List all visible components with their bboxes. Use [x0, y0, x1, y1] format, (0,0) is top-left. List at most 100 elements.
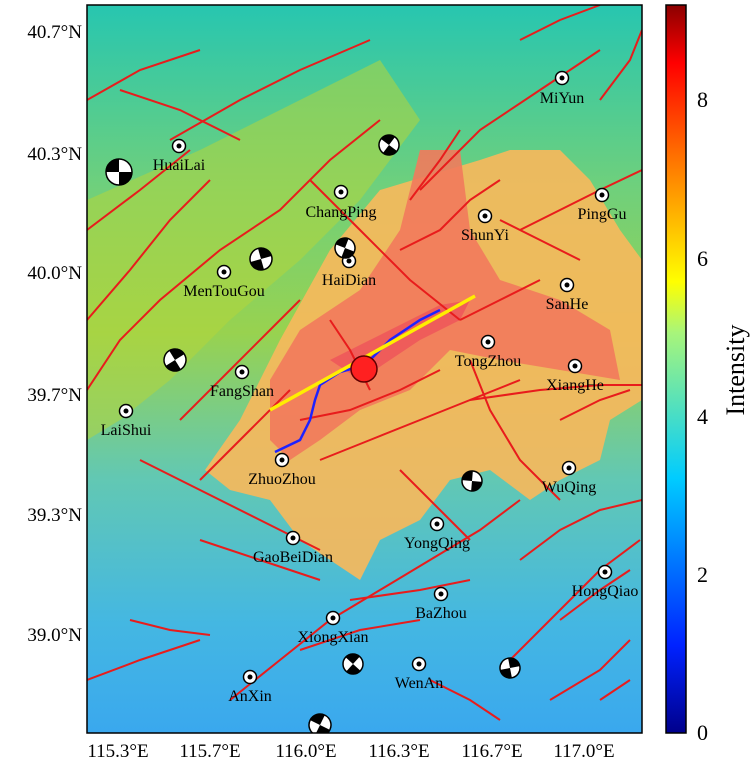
- lat-tick-label: 40.0°N: [27, 263, 82, 284]
- city-marker: SanHe: [546, 277, 588, 313]
- focal-mechanism-icon: [334, 237, 356, 259]
- fault-line: [319, 379, 521, 461]
- fault-line: [199, 539, 321, 581]
- epicenter-marker: [350, 355, 378, 383]
- focal-mechanism-icon: [342, 653, 364, 675]
- city-label: LaiShui: [101, 422, 152, 439]
- city-marker-dot: [572, 363, 578, 369]
- fault-line: [119, 89, 241, 141]
- colorbar-tick-label: 8: [697, 87, 708, 112]
- beachball-quadrant: [346, 664, 361, 674]
- fault-line: [199, 389, 291, 481]
- focal-mechanism-icon: [105, 158, 133, 186]
- colorbar: 0 2 4 6 8 Intensity: [665, 4, 750, 745]
- beachball-quadrant: [341, 248, 355, 258]
- fault-line: [519, 169, 642, 231]
- city-marker: TongZhou: [455, 334, 521, 370]
- city-label: FangShan: [210, 383, 274, 400]
- fault-line: [169, 39, 371, 141]
- fault-line: [519, 499, 642, 561]
- city-marker-dot: [330, 615, 336, 621]
- lon-tick-label: 117.0°E: [553, 741, 614, 762]
- city-marker: ZhuoZhou: [248, 452, 316, 488]
- beachball-quadrant: [119, 172, 132, 185]
- city-label: HongQiao: [572, 583, 639, 600]
- beachball-quadrant: [381, 135, 396, 145]
- city-marker: XiangHe: [546, 358, 604, 394]
- beachball-quadrant: [315, 725, 330, 733]
- lon-tick-label: 115.7°E: [179, 741, 240, 762]
- fault-line: [599, 29, 642, 101]
- fault-line: [399, 469, 471, 541]
- city-marker-dot: [290, 535, 296, 541]
- city-marker: WuQing: [542, 460, 596, 496]
- city-label: HaiDian: [322, 272, 376, 289]
- longitude-axis: 115.3°E 115.7°E 116.0°E 116.3°E 116.7°E …: [87, 741, 614, 762]
- city-marker-dot: [346, 258, 352, 264]
- beachball-quadrant: [106, 159, 119, 172]
- city-marker-dot: [564, 282, 570, 288]
- city-label: ShunYi: [461, 227, 510, 244]
- beachball-quadrant: [165, 360, 181, 371]
- fault-line: [509, 539, 641, 661]
- city-marker: AnXin: [228, 669, 272, 705]
- lat-tick-label: 39.0°N: [27, 625, 82, 646]
- city-marker: LaiShui: [101, 403, 152, 439]
- city-marker-dot: [602, 569, 608, 575]
- city-label: TongZhou: [455, 353, 521, 370]
- city-marker-dot: [438, 591, 444, 597]
- fault-line: [87, 49, 201, 101]
- focal-mechanisms: [105, 134, 521, 733]
- fault-line: [469, 359, 561, 501]
- fault-line: [469, 384, 642, 401]
- city-marker-dot: [485, 339, 491, 345]
- focal-mechanism-icon: [308, 713, 332, 733]
- city-marker: ChangPing: [305, 184, 377, 221]
- city-marker: YongQing: [404, 516, 470, 552]
- map-border: [86, 4, 643, 734]
- beachball-quadrant: [382, 145, 397, 155]
- city-label: MenTouGou: [183, 283, 265, 300]
- focal-mechanism-icon: [499, 657, 521, 679]
- beachball-quadrant: [250, 259, 265, 270]
- lon-tick-label: 116.7°E: [461, 741, 522, 762]
- city-label: XiangHe: [546, 377, 604, 394]
- rupture-line: [269, 294, 476, 412]
- beachball-quadrant: [462, 471, 473, 481]
- fault-line: [349, 579, 471, 601]
- city-marker: ShunYi: [461, 208, 510, 244]
- lat-tick-label: 40.7°N: [27, 22, 82, 43]
- beachball-quadrant: [471, 481, 482, 491]
- focal-mechanism-icon: [461, 470, 483, 492]
- fault-line: [499, 219, 581, 261]
- city-label: YongQing: [404, 535, 470, 552]
- city-marker: MiYun: [540, 70, 584, 107]
- latitude-axis: 40.7°N 40.3°N 40.0°N 39.7°N 39.3°N 39.0°…: [27, 22, 82, 646]
- beachball-quadrant: [310, 714, 325, 725]
- city-marker: PingGu: [578, 187, 626, 223]
- fault-line: [129, 619, 211, 636]
- city-marker: XiongXian: [297, 610, 369, 646]
- city-label: BaZhou: [415, 605, 467, 622]
- lon-tick-label: 116.0°E: [275, 741, 336, 762]
- city-marker-dot: [559, 75, 565, 81]
- fault-line: [299, 369, 441, 421]
- fault-line: [559, 389, 631, 421]
- fault-line: [87, 179, 211, 321]
- colorbar-tick-label: 2: [697, 562, 708, 587]
- beachball-quadrant: [335, 238, 349, 248]
- fault-line: [179, 299, 301, 421]
- city-marker-dot: [482, 213, 488, 219]
- city-marker: HuaiLai: [153, 138, 206, 174]
- beachball-quadrant: [508, 658, 520, 668]
- map-panel: MiYun HuaiLai ChangPing ShunYi PingGu MenTouG…: [87, 5, 642, 733]
- city-label: GaoBeiDian: [253, 549, 333, 566]
- city-markers: MiYun HuaiLai ChangPing ShunYi PingGu MenTouG…: [101, 70, 639, 705]
- city-marker-dot: [416, 661, 422, 667]
- lat-tick-label: 39.7°N: [27, 385, 82, 406]
- city-marker: HongQiao: [572, 564, 639, 600]
- fault-line: [299, 619, 421, 651]
- city-label: ChangPing: [305, 204, 376, 221]
- city-label: ZhuoZhou: [248, 471, 316, 488]
